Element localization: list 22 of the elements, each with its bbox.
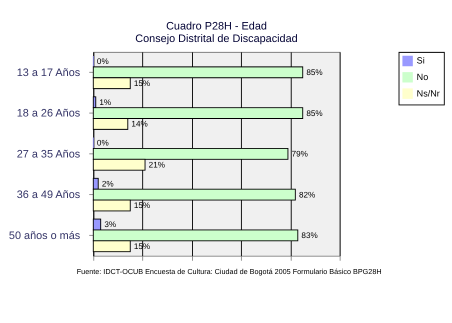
data-label: 82% bbox=[298, 190, 316, 200]
y-tick-label: 13 a 17 Años bbox=[16, 66, 81, 79]
data-label: 85% bbox=[306, 68, 323, 78]
data-label: 21% bbox=[148, 160, 165, 170]
y-tick-label: 18 a 26 Años bbox=[16, 108, 81, 120]
legend-label: No bbox=[416, 72, 428, 82]
data-label: 0% bbox=[96, 57, 109, 66]
data-label: 83% bbox=[301, 231, 318, 240]
y-tick-label: 50 años o más bbox=[8, 230, 81, 242]
data-label: 3% bbox=[104, 220, 116, 230]
text: Consejo Distrital de Discapacidad bbox=[135, 32, 298, 45]
text: Cuadro P28H - Edad bbox=[166, 20, 267, 32]
legend-label: Si bbox=[416, 56, 425, 66]
legend-label: Ns/Nr bbox=[416, 88, 440, 98]
data-label: 85% bbox=[306, 108, 323, 118]
source-note: Fuente: IDCT-OCUB Encuesta de Cultura: Ciudad de Bogotá 2005 Formulario Básico BPG28H bbox=[76, 266, 382, 276]
y-tick-label: 27 a 35 Años bbox=[16, 148, 81, 160]
data-label: 79% bbox=[292, 150, 308, 159]
y-tick-label: 36 a 49 Años bbox=[16, 189, 81, 202]
data-label: 2% bbox=[102, 179, 114, 188]
data-label: 1% bbox=[99, 98, 112, 107]
data-label: 0% bbox=[96, 138, 109, 148]
